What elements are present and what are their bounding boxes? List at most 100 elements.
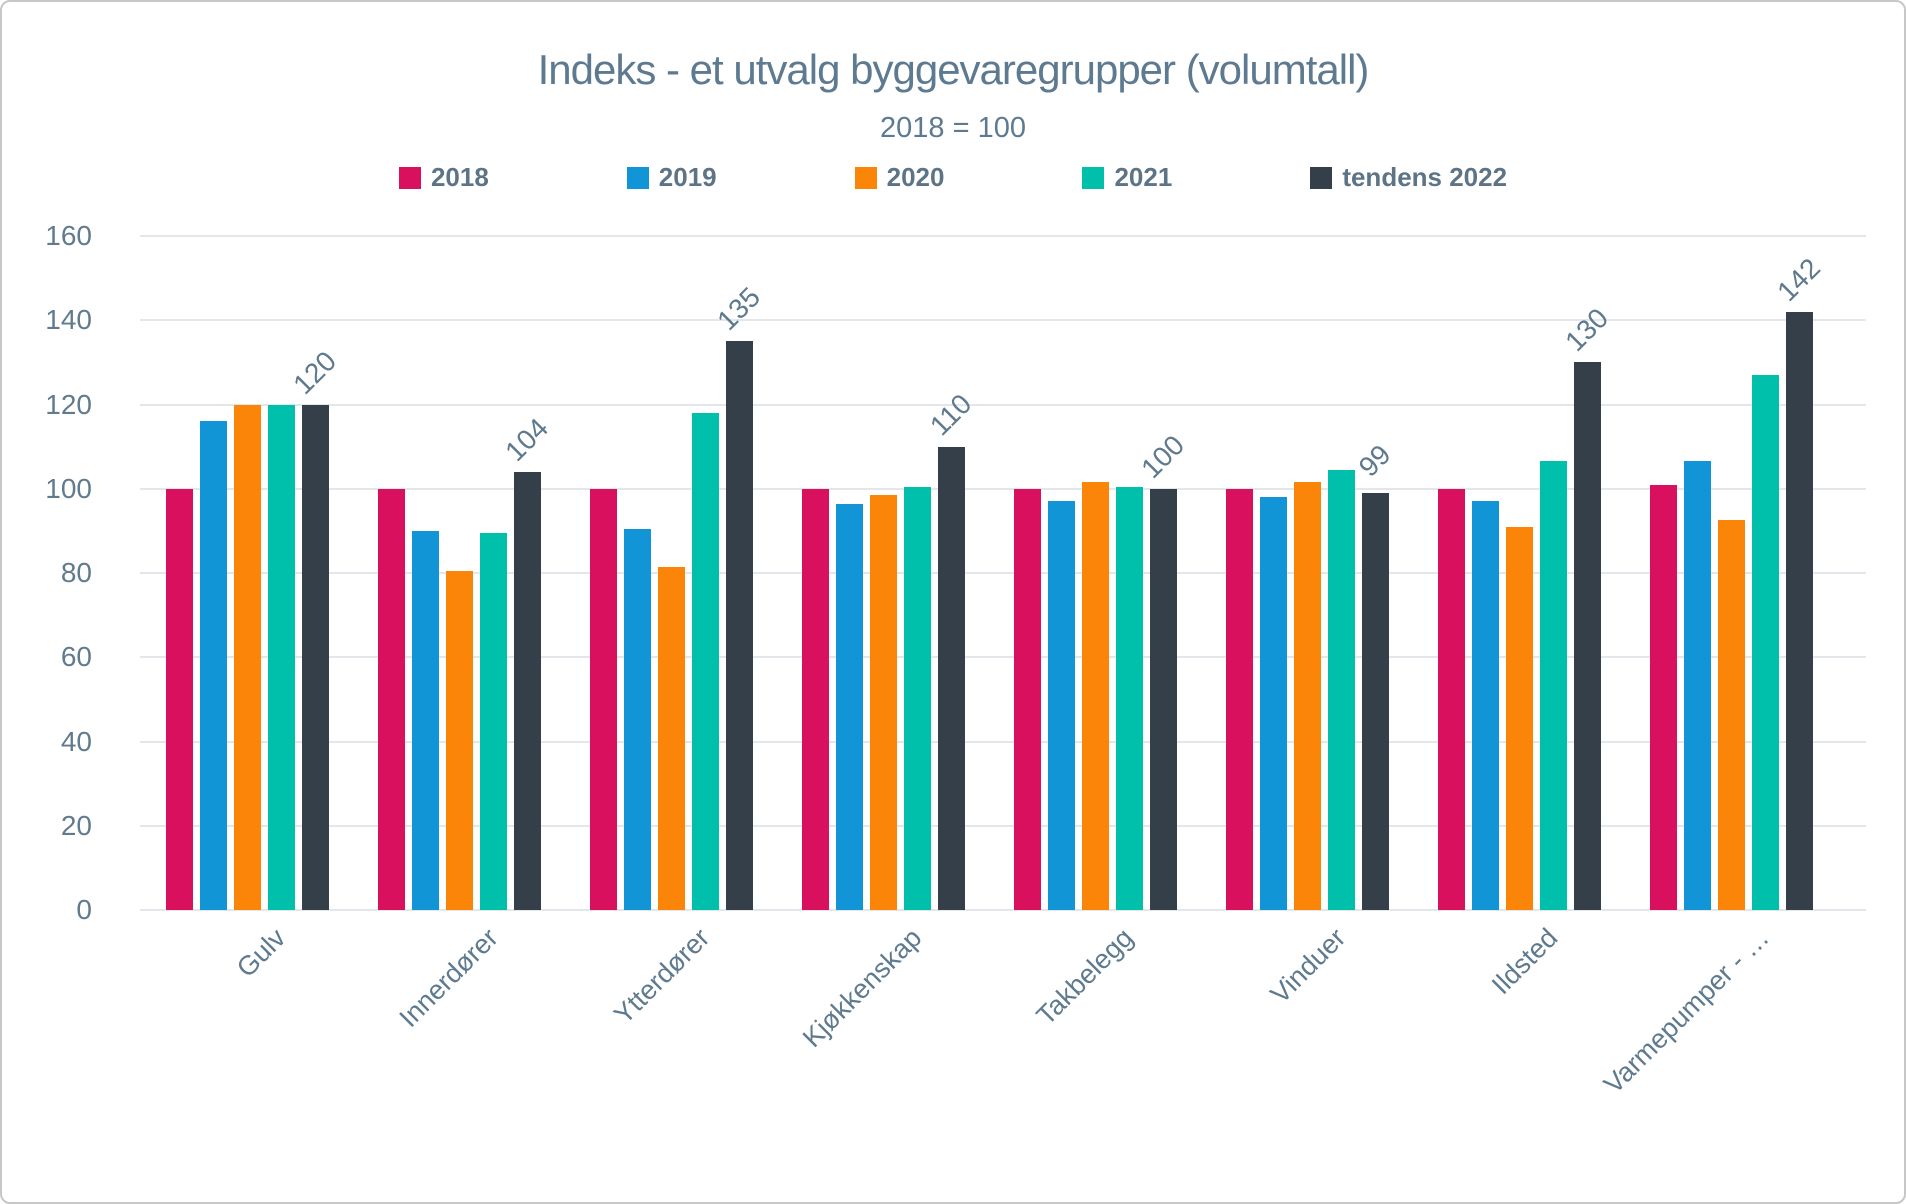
category-label: Vinduer (1264, 922, 1352, 1010)
bar-tendens-2022 (514, 471, 542, 910)
category-label: Varmepumper - … (1598, 922, 1775, 1100)
bar-value-label: 135 (711, 281, 767, 337)
y-tick-label-140: 140 (45, 304, 92, 336)
gridline-40 (140, 740, 1866, 743)
bar-2021 (1115, 486, 1143, 910)
bar-2019 (836, 503, 864, 910)
bar-tendens-2022 (302, 404, 330, 910)
y-axis: 0 20 40 60 80 100 120 140 160 (2, 222, 102, 924)
y-tick-label-0: 0 (76, 894, 92, 925)
gridline-60 (140, 656, 1866, 659)
legend-label: 2018 (430, 162, 489, 192)
bar-2020 (1505, 526, 1533, 910)
legend-label: 2019 (658, 162, 717, 192)
bar-group-3: 135 Ytterdører (590, 236, 766, 1030)
y-tick-label-120: 120 (45, 388, 92, 420)
legend-swatch-icon (1310, 166, 1333, 189)
bar-2019 (1047, 501, 1075, 910)
gridline-100 (140, 487, 1866, 490)
bar-groups: 120 Gulv 104 Innerdører 135 Ytterdører 110 Kjøk… (142, 236, 1837, 1099)
bar-value-label: 100 (1135, 428, 1191, 484)
bar-2020 (1081, 482, 1109, 910)
category-label: Ildsted (1485, 922, 1563, 1001)
bar-2018 (1225, 488, 1253, 910)
legend-item-2021: 2021 (1082, 162, 1172, 193)
category-label: Kjøkkenskap (796, 922, 928, 1054)
y-tick-label-80: 80 (60, 557, 92, 588)
bar-2021 (480, 533, 508, 910)
bar-tendens-2022 (1573, 362, 1601, 910)
bar-2021 (1539, 461, 1567, 910)
bar-value-label: 110 (923, 387, 978, 442)
y-tick-label-40: 40 (60, 725, 92, 757)
bar-2018 (1437, 488, 1465, 910)
bar-2018 (802, 488, 830, 910)
bar-2019 (624, 528, 652, 910)
legend-label: 2020 (886, 162, 945, 192)
legend-swatch-icon (1082, 166, 1105, 189)
category-label: Takbelegg (1030, 922, 1140, 1031)
gridline-120 (140, 403, 1866, 406)
legend-label: tendens 2022 (1342, 162, 1508, 192)
bar-group-2: 104 Innerdører (378, 236, 554, 1033)
gridline-160 (140, 235, 1866, 237)
bar-2018 (378, 488, 406, 910)
y-tick-label-100: 100 (45, 472, 92, 504)
gridline-80 (140, 572, 1866, 574)
bar-2021 (1751, 375, 1779, 910)
legend-swatch-icon (398, 166, 421, 189)
gridline-20 (140, 824, 1866, 827)
bar-2021 (692, 412, 720, 910)
bar-2021 (268, 404, 296, 910)
legend-label: 2021 (1114, 162, 1173, 192)
bar-2018 (166, 488, 194, 910)
bar-2020 (1717, 520, 1745, 910)
legend-item-2019: 2019 (626, 162, 717, 193)
bar-group-7: 130 Ildsted (1437, 236, 1614, 1000)
bar-group-1: 120 Gulv (166, 236, 343, 983)
chart-subtitle: 2018 = 100 (880, 112, 1026, 144)
bar-2019 (1259, 497, 1287, 910)
bar-tendens-2022 (1361, 492, 1389, 910)
bar-value-label: 99 (1352, 438, 1397, 483)
category-label: Ytterdører (608, 922, 716, 1030)
bar-2020 (870, 495, 898, 910)
bar-group-8: 142 Varmepumper - … (1598, 236, 1826, 1099)
gridline-140 (140, 319, 1866, 322)
bar-2018 (1649, 484, 1677, 910)
bar-2019 (200, 421, 228, 910)
bar-tendens-2022 (726, 341, 754, 910)
gridline-0 (140, 909, 1866, 911)
bar-value-label: 130 (1558, 302, 1614, 358)
legend-swatch-icon (626, 166, 649, 189)
bar-2020 (1293, 482, 1321, 910)
bar-group-6: 99 Vinduer (1225, 236, 1396, 1009)
bar-group-5: 100 Takbelegg (1013, 236, 1190, 1031)
bar-value-label: 120 (287, 344, 343, 400)
bar-2019 (1683, 461, 1711, 910)
chart-title: Indeks - et utvalg byggevaregrupper (vol… (537, 46, 1370, 93)
y-tick-label-20: 20 (60, 809, 92, 841)
bar-2019 (1471, 501, 1499, 910)
bar-tendens-2022 (938, 446, 966, 910)
legend: 2018 2019 2020 2021 tendens 2022 (2, 162, 1904, 193)
plot-area: 120 Gulv 104 Innerdører 135 Ytterdører 110 Kjøk… (140, 235, 1866, 1099)
bar-2020 (658, 566, 686, 910)
bar-group-4: 110 Kjøkkenskap (797, 236, 978, 1054)
y-tick-label-160: 160 (45, 220, 92, 251)
category-label: Innerdører (393, 922, 504, 1033)
legend-item-2020: 2020 (854, 162, 945, 193)
bar-value-label: 142 (1770, 251, 1826, 307)
category-label: Gulv (231, 922, 292, 984)
bar-2018 (1013, 488, 1041, 910)
bar-2020 (446, 570, 474, 910)
bar-2021 (904, 486, 932, 910)
legend-swatch-icon (854, 166, 877, 189)
bar-tendens-2022 (1785, 311, 1813, 910)
bar-2021 (1327, 469, 1355, 910)
legend-item-tendens-2022: tendens 2022 (1310, 162, 1507, 193)
bar-2020 (234, 404, 262, 910)
bar-2018 (590, 488, 618, 910)
bar-value-label: 104 (499, 412, 555, 468)
